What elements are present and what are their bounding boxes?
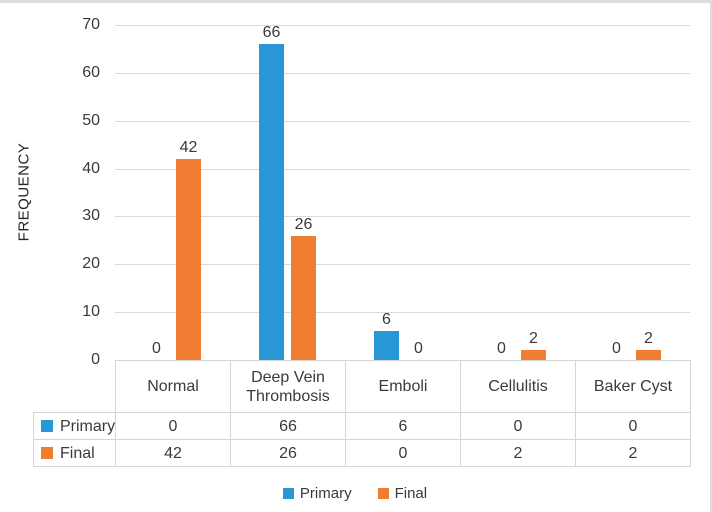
y-tick-label: 0 [91,351,100,368]
series-swatch-icon [41,419,53,432]
category-label-emboli: Emboli [345,360,461,413]
legend-label: Final [394,484,428,502]
legend-item-primary: Primary [282,484,352,502]
series-swatch-icon [41,446,53,459]
y-tick-label: 70 [82,16,100,33]
bar-value-label: 2 [644,330,653,348]
plot-area: 0 42 66 26 6 0 0 2 0 2 [115,24,690,361]
data-table: Normal Deep Vein Thrombosis Emboli Cellulit… [33,360,691,467]
gridline-30 [115,216,690,218]
gridline-60 [115,72,690,74]
category-label-baker-cyst: Baker Cyst [575,360,691,413]
table-row-final: Final 42 26 0 2 2 [33,439,691,467]
gridline-20 [115,264,690,266]
table-value-cell: 0 [115,412,231,440]
table-value-cell: 2 [575,439,691,467]
bar-value-label: 0 [152,340,161,357]
table-value-cell: 2 [460,439,576,467]
legend-label: Primary [299,484,352,502]
y-axis-title: FREQUENCY [15,142,33,242]
y-tick-label: 10 [82,303,100,321]
bar-value-label: 6 [382,311,391,329]
y-tick-label: 40 [82,159,100,177]
legend-swatch-icon [377,487,389,499]
y-tick-label: 60 [82,63,100,81]
bar-value-label: 0 [414,340,423,357]
series-key-primary: Primary [33,412,116,440]
bar-value-label: 42 [179,139,198,156]
bar-primary-emboli [374,331,399,360]
table-value-cell: 26 [230,439,346,467]
y-tick-label: 20 [82,255,100,273]
table-value-cell: 6 [345,412,461,440]
table-value-cell: 42 [115,439,231,467]
category-label-normal: Normal [115,360,231,413]
gridline-50 [115,120,690,122]
bar-primary-deep-vein-thrombosis [259,44,284,360]
table-value-cell: 0 [460,412,576,440]
table-value-cell: 66 [230,412,346,440]
bar-final-baker-cyst [636,350,661,360]
category-label-deep-vein-thrombosis: Deep Vein Thrombosis [230,360,346,413]
bar-value-label: 0 [497,340,506,357]
bar-value-label: 2 [529,330,538,348]
category-label-cellulitis: Cellulitis [460,360,576,413]
bar-value-label: 66 [262,24,281,42]
y-tick-label: 50 [82,111,100,129]
gridline-70 [115,25,690,26]
legend-swatch-icon [282,487,294,499]
bar-final-deep-vein-thrombosis [291,235,316,360]
y-tick-label: 30 [82,207,100,225]
bar-value-label: 0 [612,340,621,357]
legend-item-final: Final [377,484,428,502]
bar-value-label: 26 [294,215,313,233]
table-header-row: Normal Deep Vein Thrombosis Emboli Cellulit… [34,360,691,413]
gridline-40 [115,168,690,170]
bar-final-normal [176,159,201,360]
gridline-10 [115,312,690,314]
series-key-final: Final [33,439,116,467]
table-value-cell: 0 [575,412,691,440]
table-row-primary: Primary 0 66 6 0 0 [33,412,691,440]
chart-legend: Primary Final [0,482,710,504]
bar-final-cellulitis [521,350,546,360]
table-value-cell: 0 [345,439,461,467]
